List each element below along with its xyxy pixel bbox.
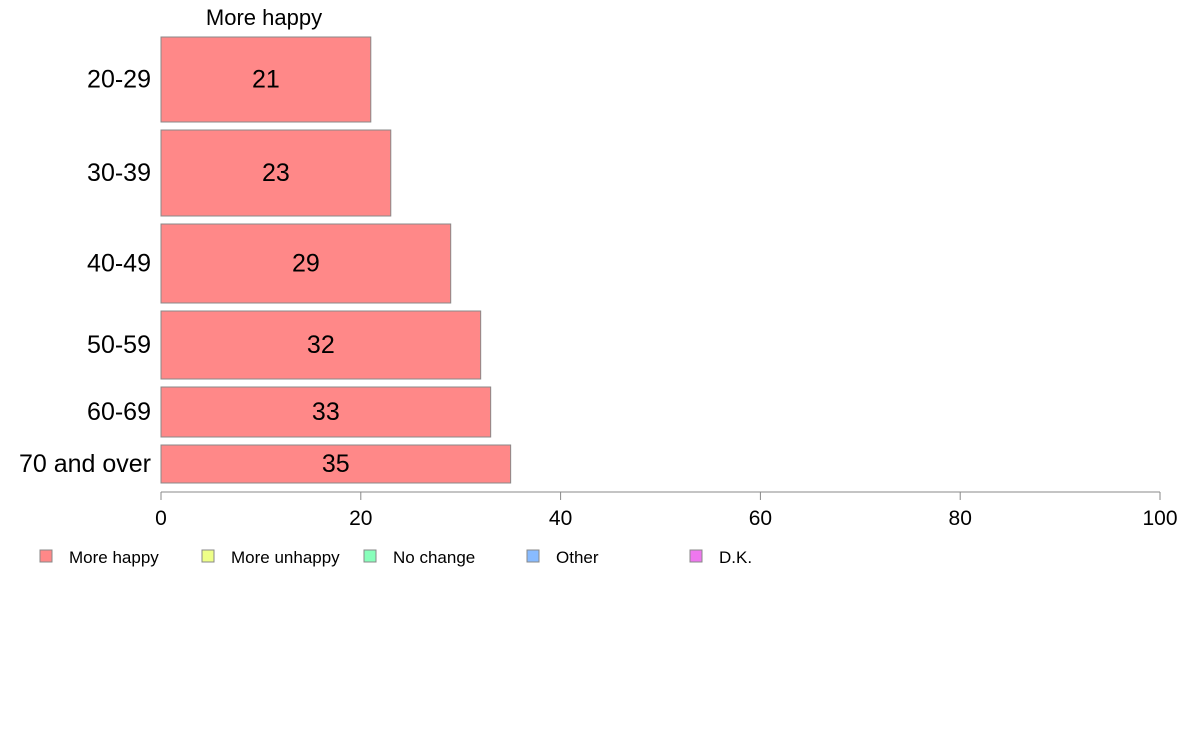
x-tick-label: 100 [1142,507,1177,530]
data-label: 35 [322,450,350,478]
series-header: More happy [206,5,322,30]
bar [160,444,512,484]
x-tick-label: 20 [349,507,372,530]
category-label: 70 and over [19,450,151,478]
category-label: 50-59 [87,331,151,359]
bar [160,310,482,380]
bar [160,386,492,438]
data-label: 32 [307,331,335,359]
bar [160,36,372,123]
legend-label: Other [556,548,599,567]
bar [160,223,452,304]
legend-swatch [689,549,703,563]
legend-swatch [363,549,377,563]
bar [160,129,392,217]
legend-swatch [201,549,215,563]
legend-label: No change [393,548,475,567]
legend-label: More happy [69,548,159,567]
data-label: 29 [292,250,320,278]
x-tick-label: 40 [549,507,572,530]
data-label: 33 [312,398,340,426]
legend-label: D.K. [719,548,752,567]
category-label: 30-39 [87,159,151,187]
category-label: 60-69 [87,398,151,426]
x-tick-label: 60 [749,507,772,530]
legend-swatch [526,549,540,563]
x-tick-label: 0 [155,507,167,530]
category-label: 20-29 [87,66,151,94]
legend-label: More unhappy [231,548,340,567]
x-tick-label: 80 [949,507,972,530]
data-label: 21 [252,66,280,94]
data-label: 23 [262,159,290,187]
legend-swatch [39,549,53,563]
category-label: 40-49 [87,250,151,278]
